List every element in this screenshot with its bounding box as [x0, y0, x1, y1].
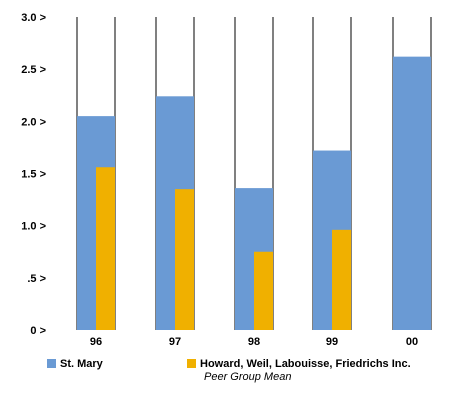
bar-peer-group-98 — [254, 251, 273, 330]
legend-peer-group-swatch — [187, 359, 196, 368]
y-tick-label: 0 > — [30, 325, 46, 337]
x-category-label: 97 — [169, 336, 181, 345]
x-category-label: 00 — [406, 336, 418, 345]
peer-group-bars — [96, 167, 351, 330]
y-tick-label: 3.0 > — [21, 12, 46, 24]
legend-peer-group-label: Howard, Weil, Labouisse, Friedrichs Inc. — [200, 358, 411, 370]
y-tick-label: .5 > — [27, 273, 46, 285]
legend-st-mary-swatch — [47, 359, 56, 368]
x-axis-labels: 96 97 98 99 00 — [90, 336, 418, 345]
x-category-label: 96 — [90, 336, 102, 345]
legend-peer-group: Howard, Weil, Labouisse, Friedrichs Inc.… — [187, 358, 411, 383]
y-tick-label: 2.5 > — [21, 64, 46, 76]
bar-peer-group-96 — [96, 167, 115, 330]
y-axis-ticks: 0 > .5 > 1.0 > 1.5 > 2.0 > 2.5 > 3.0 > — [21, 12, 46, 337]
bar-peer-group-99 — [332, 229, 351, 330]
y-tick-label: 2.0 > — [21, 116, 46, 128]
y-tick-label: 1.5 > — [21, 169, 46, 181]
y-tick-label: 1.0 > — [21, 221, 46, 233]
legend-st-mary: St. Mary — [47, 358, 103, 370]
legend-st-mary-label: St. Mary — [60, 358, 103, 370]
x-category-label: 99 — [326, 336, 338, 345]
x-category-label: 98 — [248, 336, 260, 345]
bar-chart: 0 >.5 >1.0 >1.5 >2.0 >2.5 >3.0 > 96 97 98 9… — [21, 12, 432, 345]
bar-st-mary-00 — [393, 56, 431, 330]
bar-peer-group-97 — [175, 189, 194, 330]
legend-peer-group-subtitle: Peer Group Mean — [204, 371, 292, 383]
